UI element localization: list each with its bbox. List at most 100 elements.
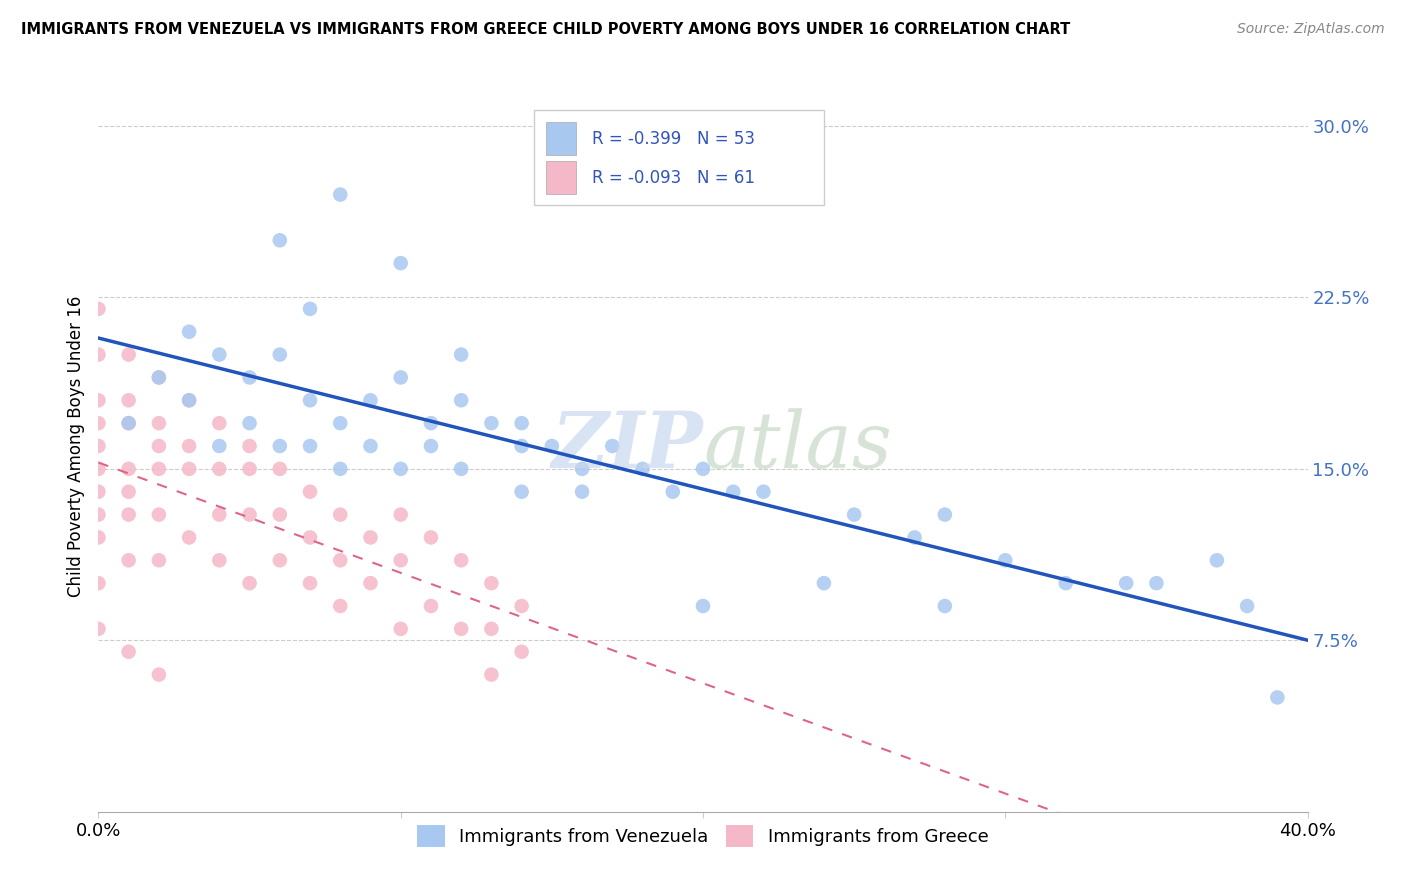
Point — [179, 439, 201, 453]
Point — [208, 347, 231, 362]
Point — [269, 347, 291, 362]
Point — [239, 508, 262, 522]
Y-axis label: Child Poverty Among Boys Under 16: Child Poverty Among Boys Under 16 — [66, 295, 84, 597]
Point — [389, 508, 412, 522]
Point — [450, 553, 472, 567]
Point — [118, 416, 141, 430]
Point — [208, 439, 231, 453]
Point — [631, 462, 654, 476]
Point — [510, 645, 533, 659]
Point — [481, 576, 503, 591]
Point — [329, 462, 352, 476]
Point — [269, 553, 291, 567]
Point — [329, 187, 352, 202]
Point — [87, 576, 110, 591]
Point — [571, 462, 593, 476]
Point — [420, 416, 443, 430]
Text: atlas: atlas — [703, 408, 891, 484]
Point — [692, 599, 714, 613]
Point — [148, 370, 170, 384]
Point — [1267, 690, 1289, 705]
Point — [510, 439, 533, 453]
Point — [934, 508, 956, 522]
Point — [208, 416, 231, 430]
Point — [299, 439, 322, 453]
Point — [208, 462, 231, 476]
Point — [510, 484, 533, 499]
Point — [299, 576, 322, 591]
Text: IMMIGRANTS FROM VENEZUELA VS IMMIGRANTS FROM GREECE CHILD POVERTY AMONG BOYS UND: IMMIGRANTS FROM VENEZUELA VS IMMIGRANTS … — [21, 22, 1070, 37]
Point — [239, 439, 262, 453]
Point — [1115, 576, 1137, 591]
Point — [148, 667, 170, 681]
Point — [87, 508, 110, 522]
Point — [239, 576, 262, 591]
Point — [389, 370, 412, 384]
Point — [360, 393, 382, 408]
Point — [571, 484, 593, 499]
FancyBboxPatch shape — [534, 110, 824, 204]
Point — [450, 462, 472, 476]
Point — [148, 553, 170, 567]
Point — [934, 599, 956, 613]
Point — [360, 576, 382, 591]
Point — [360, 439, 382, 453]
Point — [87, 462, 110, 476]
Point — [118, 645, 141, 659]
Point — [844, 508, 866, 522]
Point — [329, 599, 352, 613]
Point — [118, 347, 141, 362]
Point — [1144, 576, 1167, 591]
Point — [208, 508, 231, 522]
Point — [87, 301, 110, 316]
Point — [329, 416, 352, 430]
Point — [450, 393, 472, 408]
Point — [87, 393, 110, 408]
Point — [239, 416, 262, 430]
Text: Source: ZipAtlas.com: Source: ZipAtlas.com — [1237, 22, 1385, 37]
Point — [661, 484, 683, 499]
Text: ZIP: ZIP — [551, 408, 703, 484]
Point — [118, 508, 141, 522]
Point — [87, 439, 110, 453]
Point — [148, 416, 170, 430]
Point — [481, 622, 503, 636]
Point — [87, 347, 110, 362]
Point — [450, 622, 472, 636]
Point — [420, 439, 443, 453]
Point — [87, 530, 110, 544]
Point — [420, 599, 443, 613]
Point — [239, 370, 262, 384]
Point — [148, 439, 170, 453]
Point — [994, 553, 1017, 567]
Point — [329, 508, 352, 522]
Point — [904, 530, 927, 544]
Point — [299, 530, 322, 544]
Point — [148, 462, 170, 476]
Point — [540, 439, 562, 453]
Point — [420, 530, 443, 544]
Point — [148, 370, 170, 384]
Point — [118, 484, 141, 499]
Point — [389, 256, 412, 270]
Point — [510, 416, 533, 430]
Point — [299, 393, 322, 408]
Point — [179, 462, 201, 476]
Point — [692, 462, 714, 476]
Point — [179, 393, 201, 408]
FancyBboxPatch shape — [546, 161, 576, 194]
Point — [208, 553, 231, 567]
Point — [389, 462, 412, 476]
Point — [148, 508, 170, 522]
Point — [269, 439, 291, 453]
Text: R = -0.093   N = 61: R = -0.093 N = 61 — [592, 169, 755, 186]
Point — [450, 347, 472, 362]
Point — [239, 462, 262, 476]
Point — [1236, 599, 1258, 613]
Point — [723, 484, 745, 499]
Point — [329, 553, 352, 567]
Point — [389, 553, 412, 567]
Point — [602, 439, 624, 453]
Text: R = -0.399   N = 53: R = -0.399 N = 53 — [592, 130, 755, 148]
Point — [481, 667, 503, 681]
